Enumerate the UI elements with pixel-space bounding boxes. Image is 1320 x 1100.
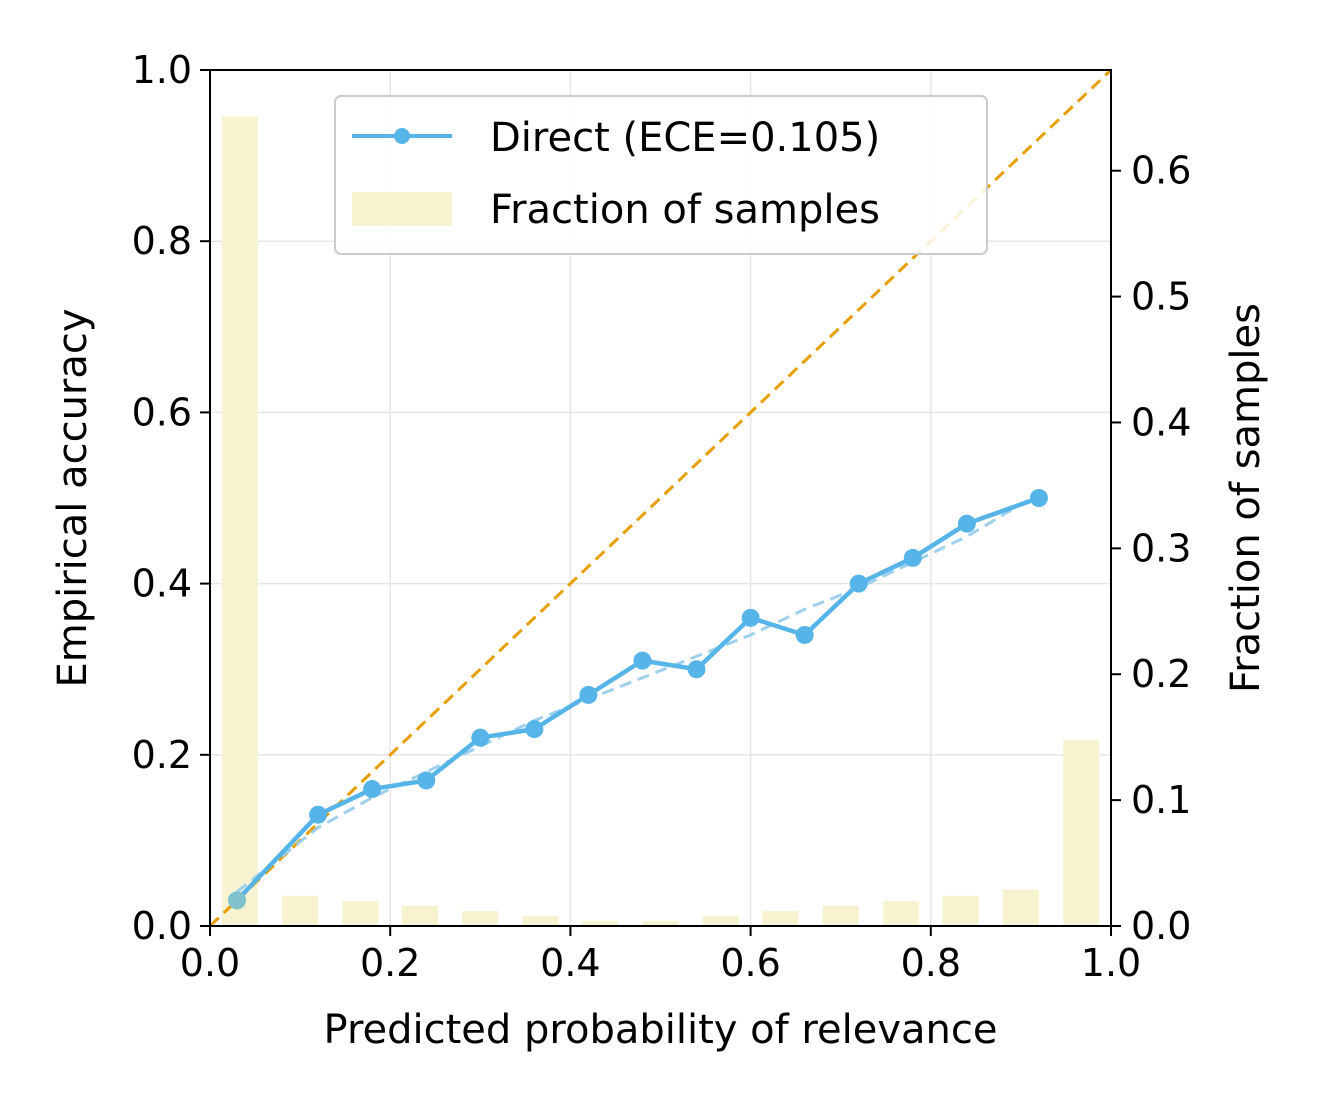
data-point-5 — [525, 720, 544, 739]
y-right-tick-label-2: 0.2 — [1131, 652, 1191, 696]
y-right-tick-label-5: 0.5 — [1131, 275, 1191, 319]
legend-entry-fraction: Fraction of samples — [490, 187, 880, 233]
x-tick-label-0: 0.0 — [180, 941, 240, 985]
data-point-1 — [309, 805, 328, 824]
y-tick-label-3: 0.6 — [132, 390, 192, 434]
data-points — [228, 489, 1048, 910]
histogram-bar-9 — [762, 910, 799, 926]
histogram-bar-3 — [401, 905, 438, 926]
legend-bar-swatch — [352, 192, 452, 226]
y-right-tick-label-6: 0.6 — [1131, 149, 1191, 193]
x-tick-label-5: 1.0 — [1081, 941, 1141, 985]
histogram-bars — [221, 116, 1100, 926]
data-point-2 — [363, 780, 382, 799]
histogram-bar-10 — [822, 905, 859, 926]
data-point-3 — [417, 771, 436, 790]
data-point-10 — [795, 625, 814, 644]
data-point-7 — [633, 651, 652, 670]
histogram-bar-5 — [522, 915, 559, 926]
trend-line — [236, 492, 1040, 893]
histogram-bar-14 — [1063, 739, 1100, 926]
histogram-bar-12 — [942, 895, 979, 926]
legend-box — [334, 95, 988, 255]
x-tick-label-1: 0.2 — [360, 941, 420, 985]
data-point-12 — [903, 548, 922, 567]
y-tick-label-2: 0.4 — [132, 562, 192, 606]
y-right-tick-label-3: 0.3 — [1131, 526, 1191, 570]
histogram-bar-4 — [462, 910, 499, 926]
histogram-bar-7 — [642, 920, 679, 926]
legend-marker-swatch — [394, 128, 410, 144]
x-tick-label-2: 0.4 — [540, 941, 600, 985]
y-tick-label-5: 1.0 — [132, 48, 192, 92]
y-right-tick-label-1: 0.1 — [1131, 778, 1191, 822]
data-point-14 — [1029, 489, 1048, 507]
histogram-bar-8 — [702, 915, 739, 926]
data-point-13 — [957, 514, 976, 533]
legend-entry-direct: Direct (ECE=0.105) — [490, 115, 880, 161]
histogram-bar-0 — [221, 116, 258, 926]
legend: Direct (ECE=0.105) Fraction of samples — [334, 95, 988, 255]
x-tick-label-3: 0.6 — [720, 941, 780, 985]
data-point-8 — [687, 660, 706, 679]
data-point-4 — [471, 728, 490, 747]
data-point-11 — [849, 574, 868, 593]
histogram-bar-1 — [282, 895, 319, 926]
y-right-tick-label-4: 0.4 — [1131, 400, 1191, 444]
histogram-bar-13 — [1002, 889, 1039, 926]
data-point-9 — [741, 608, 760, 627]
y-tick-label-0: 0.0 — [132, 904, 192, 948]
histogram-bar-6 — [582, 920, 619, 926]
plot-frame — [209, 69, 1112, 927]
y-right-axis-title: Fraction of samples — [1223, 303, 1269, 693]
histogram-bar-11 — [883, 900, 920, 926]
x-axis-title: Predicted probability of relevance — [324, 1007, 998, 1053]
y-tick-label-1: 0.2 — [132, 733, 192, 777]
axes: 0.0 0.2 0.4 0.6 0.8 1.00.00.20.40.60.81.00.00… — [132, 48, 1192, 985]
data-point-overlay — [228, 891, 247, 910]
y-axis-title: Empirical accuracy — [50, 308, 96, 687]
y-tick-label-4: 0.8 — [132, 219, 192, 263]
histogram-bar-2 — [342, 900, 379, 926]
data-point-6 — [579, 685, 598, 704]
y-right-tick-label-0: 0.0 — [1131, 904, 1191, 948]
x-tick-label-4: 0.8 — [901, 941, 961, 985]
